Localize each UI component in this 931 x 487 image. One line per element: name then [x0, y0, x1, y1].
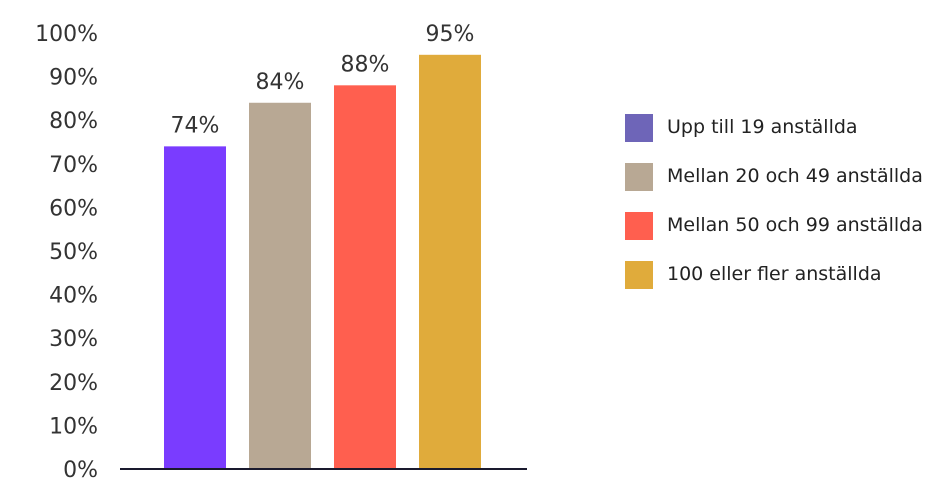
y-tick-label: 100% — [35, 22, 98, 47]
data-label: 84% — [256, 70, 305, 95]
legend-item: Mellan 20 och 49 anställda — [625, 162, 925, 191]
legend-swatch — [625, 212, 653, 240]
bars — [164, 54, 481, 470]
legend-label: Mellan 50 och 99 anställda — [667, 214, 923, 236]
bar — [334, 85, 396, 469]
y-tick-label: 70% — [49, 153, 98, 178]
data-labels: 74% 84% 88% 95% — [171, 22, 475, 139]
y-tick-label: 90% — [49, 66, 98, 91]
y-tick-label: 30% — [49, 327, 98, 352]
legend-label: 100 eller fler anställda — [667, 263, 882, 285]
y-tick-label: 80% — [49, 109, 98, 134]
legend-label: Upp till 19 anställda — [667, 116, 858, 138]
legend-swatch — [625, 261, 653, 289]
y-tick-label: 10% — [49, 414, 98, 439]
legend-item: 100 eller fler anställda — [625, 260, 925, 289]
y-tick-label: 40% — [49, 284, 98, 309]
bar — [249, 102, 311, 469]
bar — [164, 146, 226, 470]
legend: Upp till 19 anställda Mellan 20 och 49 an… — [625, 113, 925, 309]
legend-label: Mellan 20 och 49 anställda — [667, 165, 923, 187]
y-tick-label: 0% — [63, 458, 98, 483]
data-label: 74% — [171, 113, 220, 138]
bar — [419, 54, 481, 470]
y-tick-label: 20% — [49, 371, 98, 396]
legend-item: Upp till 19 anställda — [625, 113, 925, 142]
legend-swatch — [625, 114, 653, 142]
data-label: 88% — [341, 52, 390, 77]
legend-item: Mellan 50 och 99 anställda — [625, 211, 925, 240]
legend-swatch — [625, 163, 653, 191]
y-tick-label: 50% — [49, 240, 98, 265]
data-label: 95% — [426, 22, 475, 47]
y-axis-ticks: 0% 10% 20% 30% 40% 50% 60% 70% 80% 90% 100% — [35, 22, 98, 483]
y-tick-label: 60% — [49, 196, 98, 221]
